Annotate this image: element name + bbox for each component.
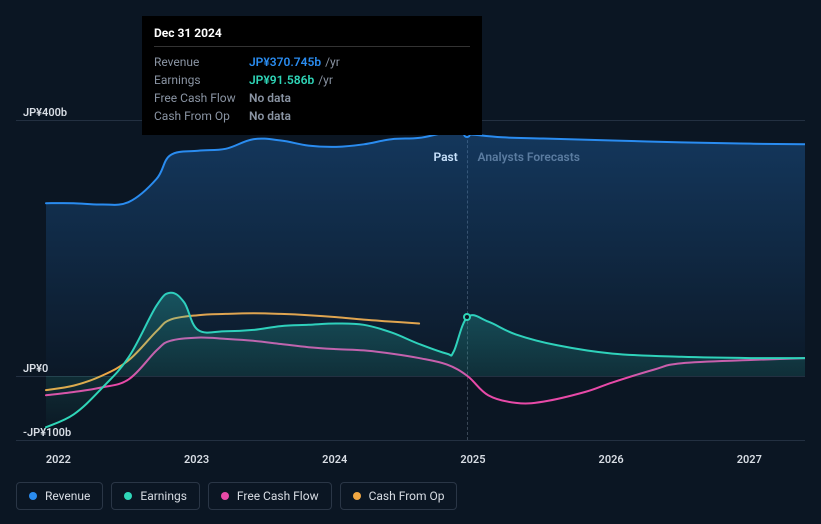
tooltip-row-unit: /yr: [325, 55, 340, 69]
legend-label: Earnings: [140, 489, 187, 503]
tooltip-row-value: No data: [249, 109, 291, 123]
gridline: [16, 440, 805, 441]
legend-item-cash-from-op[interactable]: Cash From Op: [340, 482, 458, 510]
tooltip-date: Dec 31 2024: [154, 26, 470, 47]
legend-label: Cash From Op: [369, 489, 445, 503]
legend-dot-icon: [353, 492, 361, 500]
chart-area[interactable]: [16, 120, 805, 440]
tooltip-row-value: JP¥91.586b: [249, 73, 314, 87]
tooltip-row: Free Cash FlowNo data: [154, 89, 470, 107]
tooltip-row-value: JP¥370.745b: [249, 55, 321, 69]
y-axis-label: JP¥400b: [23, 106, 67, 119]
tooltip-row: Cash From OpNo data: [154, 107, 470, 125]
tooltip-row-label: Cash From Op: [154, 109, 249, 123]
legend-item-free-cash-flow[interactable]: Free Cash Flow: [208, 482, 332, 510]
tooltip-row-unit: /yr: [318, 73, 333, 87]
tooltip-row: EarningsJP¥91.586b/yr: [154, 71, 470, 89]
tooltip-row-label: Earnings: [154, 73, 249, 87]
marker-earnings: [463, 313, 471, 321]
tooltip-row-label: Revenue: [154, 55, 249, 69]
legend-label: Free Cash Flow: [237, 489, 319, 503]
legend-dot-icon: [29, 492, 37, 500]
legend-dot-icon: [221, 492, 229, 500]
tooltip-row-label: Free Cash Flow: [154, 91, 249, 105]
x-axis-label: 2025: [460, 453, 485, 466]
x-axis-label: 2023: [184, 453, 209, 466]
legend-dot-icon: [124, 492, 132, 500]
legend-label: Revenue: [45, 489, 90, 503]
x-axis-label: 2024: [322, 453, 347, 466]
tooltip-row: RevenueJP¥370.745b/yr: [154, 53, 470, 71]
x-axis-label: 2027: [737, 453, 762, 466]
x-axis-label: 2026: [599, 453, 624, 466]
tooltip-row-value: No data: [249, 91, 291, 105]
tooltip: Dec 31 2024 RevenueJP¥370.745b/yrEarning…: [142, 16, 482, 135]
legend: Revenue Earnings Free Cash Flow Cash From O…: [16, 482, 457, 510]
x-axis-label: 2022: [46, 453, 71, 466]
legend-item-earnings[interactable]: Earnings: [111, 482, 200, 510]
legend-item-revenue[interactable]: Revenue: [16, 482, 103, 510]
